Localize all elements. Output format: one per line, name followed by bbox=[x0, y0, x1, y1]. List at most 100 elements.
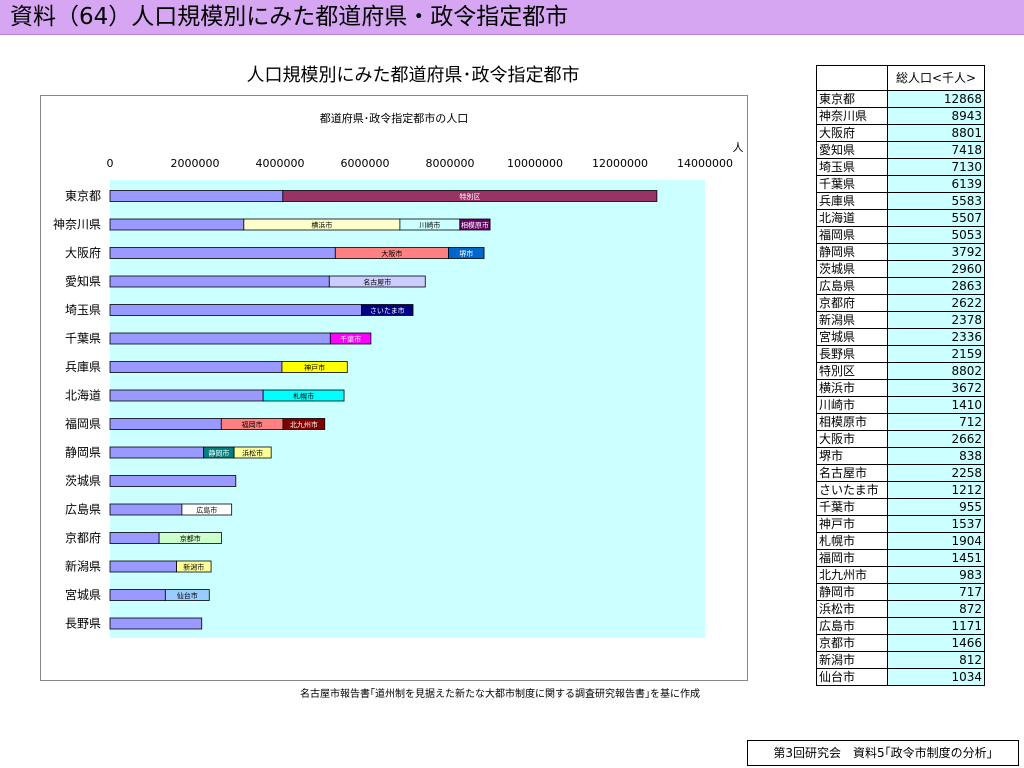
bar-segment-city bbox=[262, 389, 345, 402]
table-cell-value: 1212 bbox=[887, 481, 985, 499]
x-tick-label: 8000000 bbox=[426, 157, 475, 170]
table-cell-value: 2159 bbox=[887, 345, 985, 363]
table-header-row: 総人口<千人> bbox=[816, 65, 985, 91]
table-cell-value: 8802 bbox=[887, 362, 985, 380]
category-label: 千葉県 bbox=[65, 332, 101, 346]
category-label: 広島県 bbox=[65, 502, 101, 517]
table-cell-name: 福岡市 bbox=[816, 549, 888, 567]
bar-segment-label: 北九州市 bbox=[290, 420, 318, 429]
chart-frame: 都道府県･政令指定都市の人口 人 0 2000000 4000000 6000000 8… bbox=[40, 95, 748, 681]
table-header-blank bbox=[816, 65, 888, 91]
x-tick-label: 4000000 bbox=[256, 157, 305, 170]
population-table: 総人口<千人> 東京都 12868 神奈川県 8943 大阪府 8801 愛知県 7418 埼玉… bbox=[816, 65, 985, 686]
x-axis-unit-label: 人 bbox=[733, 141, 744, 154]
bar-segment-prefecture-remainder bbox=[109, 418, 222, 430]
table-cell-name: 静岡県 bbox=[816, 243, 888, 261]
table-cell-value: 2960 bbox=[887, 260, 985, 278]
bar-segment-label: さいたま市 bbox=[370, 306, 405, 315]
table-cell-name: 新潟市 bbox=[816, 651, 888, 669]
bar-segment-label: 大阪市 bbox=[381, 249, 402, 258]
table-cell-name: 川崎市 bbox=[816, 396, 888, 414]
category-label: 新潟県 bbox=[65, 559, 101, 574]
table-cell-name: 北海道 bbox=[816, 209, 888, 227]
table-row: 茨城県 2960 bbox=[816, 260, 985, 278]
table-cell-name: 広島市 bbox=[816, 617, 888, 635]
bar-segment-prefecture-remainder bbox=[109, 560, 177, 573]
table-cell-value: 983 bbox=[887, 566, 985, 584]
table-row: 浜松市 872 bbox=[816, 600, 985, 618]
bar-segment-prefecture-remainder bbox=[109, 304, 362, 316]
population-bar-chart: 都道府県･政令指定都市の人口 人 0 2000000 4000000 6000000 8… bbox=[53, 111, 744, 638]
bar-segment-city bbox=[181, 503, 233, 516]
footer-reference: 第3回研究会 資料5｢政令市制度の分析｣ bbox=[747, 740, 1019, 766]
x-tick-label: 12000000 bbox=[592, 157, 648, 170]
bar-segment-city bbox=[282, 190, 658, 202]
table-row: さいたま市 1212 bbox=[816, 481, 985, 499]
bar-segment-city bbox=[281, 361, 348, 373]
table-row: 相模原市 712 bbox=[816, 413, 985, 431]
table-cell-value: 5507 bbox=[887, 209, 985, 227]
bar-segment-prefecture-remainder bbox=[109, 190, 284, 202]
source-note: 名古屋市報告書｢道州制を見据えた新たな大都市制度に関する調査研究報告書｣を基に作… bbox=[300, 689, 700, 700]
table-row: 新潟県 2378 bbox=[816, 311, 985, 329]
bar-segment-label: 名古屋市 bbox=[363, 277, 391, 286]
bar-segment-prefecture-remainder bbox=[109, 361, 283, 373]
bar-segment-city bbox=[164, 589, 210, 601]
bar-segment-prefecture-remainder bbox=[109, 589, 166, 601]
table-row: 神奈川県 8943 bbox=[816, 107, 985, 125]
table-cell-name: 新潟県 bbox=[816, 311, 888, 329]
table-row: 北九州市 983 bbox=[816, 566, 985, 584]
table-row: 静岡市 717 bbox=[816, 583, 985, 601]
bar-segment-label: 福岡市 bbox=[242, 420, 263, 429]
bar-segment-prefecture-remainder bbox=[109, 475, 237, 487]
category-label: 埼玉県 bbox=[65, 303, 101, 317]
bar-segment-label: 京都市 bbox=[180, 534, 201, 543]
bar-segment-city bbox=[361, 304, 414, 316]
bar-segment-label: 千葉市 bbox=[340, 334, 361, 343]
table-cell-name: 相模原市 bbox=[816, 413, 888, 431]
table-cell-value: 1171 bbox=[887, 617, 985, 635]
x-tick-label: 6000000 bbox=[341, 157, 390, 170]
bar-segment-city bbox=[329, 332, 372, 345]
bar-segment-city bbox=[282, 418, 326, 430]
table-row: 新潟市 812 bbox=[816, 651, 985, 669]
chart-title: 都道府県･政令指定都市の人口 bbox=[320, 111, 469, 125]
slide-title: 資料（64）人口規模別にみた都道府県・政令指定都市 bbox=[10, 4, 569, 30]
table-cell-value: 6139 bbox=[887, 175, 985, 193]
bar-segment-prefecture-remainder bbox=[109, 275, 330, 288]
table-cell-value: 838 bbox=[887, 447, 985, 465]
table-cell-value: 812 bbox=[887, 651, 985, 669]
table-cell-value: 955 bbox=[887, 498, 985, 516]
table-cell-name: 宮城県 bbox=[816, 328, 888, 346]
bar-segment-prefecture-remainder bbox=[109, 247, 336, 259]
table-cell-name: 京都市 bbox=[816, 634, 888, 652]
table-cell-value: 1410 bbox=[887, 396, 985, 414]
table-row: 兵庫県 5583 bbox=[816, 192, 985, 210]
x-tick-label: 10000000 bbox=[507, 157, 563, 170]
table-cell-value: 1034 bbox=[887, 668, 985, 686]
x-axis-ticks: 0 2000000 4000000 6000000 8000000 10000000 120… bbox=[107, 157, 734, 170]
table-body: 東京都 12868 神奈川県 8943 大阪府 8801 愛知県 7418 埼玉県 7130 千葉県… bbox=[816, 90, 985, 686]
table-row: 東京都 12868 bbox=[816, 90, 985, 108]
table-cell-value: 1904 bbox=[887, 532, 985, 550]
table-cell-name: 京都府 bbox=[816, 294, 888, 312]
table-cell-value: 7418 bbox=[887, 141, 985, 159]
table-cell-name: 千葉県 bbox=[816, 175, 888, 193]
bar-segment-label: 神戸市 bbox=[304, 363, 325, 372]
bar-segment-city bbox=[233, 446, 272, 459]
table-row: 特別区 8802 bbox=[816, 362, 985, 380]
table-row: 千葉市 955 bbox=[816, 498, 985, 516]
table-row: 大阪市 2662 bbox=[816, 430, 985, 448]
table-cell-name: 神戸市 bbox=[816, 515, 888, 533]
bar-segment-label: 仙台市 bbox=[177, 591, 198, 600]
table-cell-value: 2863 bbox=[887, 277, 985, 295]
category-label: 京都府 bbox=[65, 530, 101, 545]
bar-segment-label: 静岡市 bbox=[208, 448, 229, 457]
category-label: 静岡県 bbox=[65, 446, 101, 460]
table-cell-value: 2662 bbox=[887, 430, 985, 448]
table-cell-value: 5583 bbox=[887, 192, 985, 210]
category-label: 兵庫県 bbox=[65, 360, 101, 374]
table-cell-value: 8943 bbox=[887, 107, 985, 125]
table-cell-name: 神奈川県 bbox=[816, 107, 888, 125]
